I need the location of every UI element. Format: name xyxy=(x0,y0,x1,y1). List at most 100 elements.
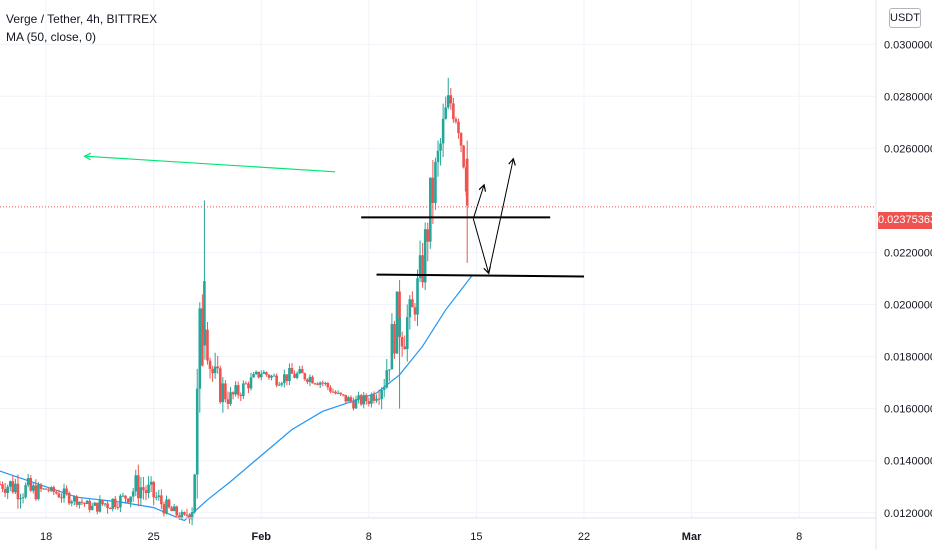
candle-body xyxy=(347,397,350,402)
candle-body xyxy=(75,496,79,505)
candle-body xyxy=(144,490,148,494)
candle-body xyxy=(275,375,278,386)
candle-body xyxy=(249,377,253,389)
candle-body xyxy=(334,391,337,394)
candle-body xyxy=(234,385,237,395)
candle-body xyxy=(62,488,66,499)
candle-body xyxy=(26,478,30,486)
y-tick-label: 0.02600000 xyxy=(884,143,932,155)
candle-body xyxy=(147,484,150,494)
candle-body xyxy=(421,255,424,283)
candle-body xyxy=(321,382,325,384)
candle-body xyxy=(1,484,4,489)
candle-body xyxy=(375,398,378,401)
candle-body xyxy=(203,329,207,346)
candle-body xyxy=(454,119,458,122)
candle-body xyxy=(457,121,460,134)
y-tick-label: 0.01400000 xyxy=(884,456,932,468)
candle-body xyxy=(239,394,243,397)
projection-path-b-head xyxy=(508,157,516,166)
candle-body xyxy=(124,495,127,499)
candle-body xyxy=(439,143,442,151)
candle-body xyxy=(96,502,99,512)
candle-body xyxy=(160,495,163,505)
candle-body xyxy=(434,161,437,204)
candle-body xyxy=(336,392,340,394)
x-tick-label: Mar xyxy=(682,531,702,543)
x-tick-label: 15 xyxy=(470,531,482,543)
moving-average xyxy=(0,275,473,522)
candle-body xyxy=(341,394,345,396)
candle-body xyxy=(293,373,296,378)
candle-body xyxy=(242,383,245,397)
candle-body xyxy=(277,384,281,386)
candle-body xyxy=(19,498,22,500)
candle-body xyxy=(213,366,217,374)
candle-body xyxy=(70,501,74,504)
candle-body xyxy=(231,392,235,395)
candle-body xyxy=(119,495,122,508)
candle-body xyxy=(452,103,455,120)
y-tick-label: 0.02000000 xyxy=(884,300,932,312)
candle-body xyxy=(306,379,309,382)
x-tick-label: 8 xyxy=(796,531,802,543)
candle-body xyxy=(198,308,202,389)
candle-body xyxy=(339,392,342,395)
candle-body xyxy=(285,374,289,382)
projection-path-b[interactable] xyxy=(472,158,514,274)
candle-body xyxy=(446,95,450,108)
candle-body xyxy=(364,395,368,402)
candle-body xyxy=(93,502,97,506)
candle-body xyxy=(175,506,179,516)
candle-body xyxy=(108,507,112,509)
projection-path-a[interactable] xyxy=(472,184,485,219)
candle-body xyxy=(47,489,50,491)
candle-body xyxy=(72,496,76,502)
candle-body xyxy=(172,506,176,512)
candle-body xyxy=(288,367,291,382)
legend-indicator[interactable]: MA (50, close, 0) xyxy=(6,30,97,44)
candle-body xyxy=(88,500,91,510)
candle-body xyxy=(303,373,307,380)
grid xyxy=(0,0,876,518)
projection-path-a-head xyxy=(478,183,487,192)
candle-body xyxy=(257,371,261,378)
support-line[interactable] xyxy=(376,273,585,278)
candle-body xyxy=(142,487,145,491)
candle-body xyxy=(195,388,199,475)
candle-body xyxy=(137,475,140,499)
candle-body xyxy=(157,495,161,498)
candle-body xyxy=(398,317,401,336)
candle-body xyxy=(44,488,48,490)
candle-body xyxy=(103,503,107,505)
candle-body xyxy=(385,370,389,388)
candle-body xyxy=(259,373,263,378)
candle-body xyxy=(29,478,33,491)
candle-body xyxy=(449,95,453,104)
ma-line xyxy=(0,275,473,522)
candle-body xyxy=(382,387,386,390)
candle-body xyxy=(244,383,248,385)
candle-body xyxy=(113,498,117,508)
candle-body xyxy=(331,391,335,393)
candle-body xyxy=(367,401,371,404)
candle-body xyxy=(411,299,414,308)
candle-body xyxy=(203,281,206,331)
currency-badge[interactable]: USDT xyxy=(889,8,921,28)
legend: Verge / Tether, 4h, BITTREX MA (50, clos… xyxy=(6,10,157,46)
candle-body xyxy=(326,383,330,388)
y-tick-label: 0.01600000 xyxy=(884,404,932,416)
candle-body xyxy=(67,492,71,504)
green-arrow[interactable] xyxy=(84,155,336,173)
candle-body xyxy=(352,401,355,409)
candle-body xyxy=(316,383,319,385)
candle-body xyxy=(21,497,25,499)
candle-body xyxy=(65,488,68,493)
candle-body xyxy=(359,395,363,405)
candle-body xyxy=(106,503,109,508)
candle-body xyxy=(34,485,38,500)
candle-body xyxy=(300,369,304,374)
